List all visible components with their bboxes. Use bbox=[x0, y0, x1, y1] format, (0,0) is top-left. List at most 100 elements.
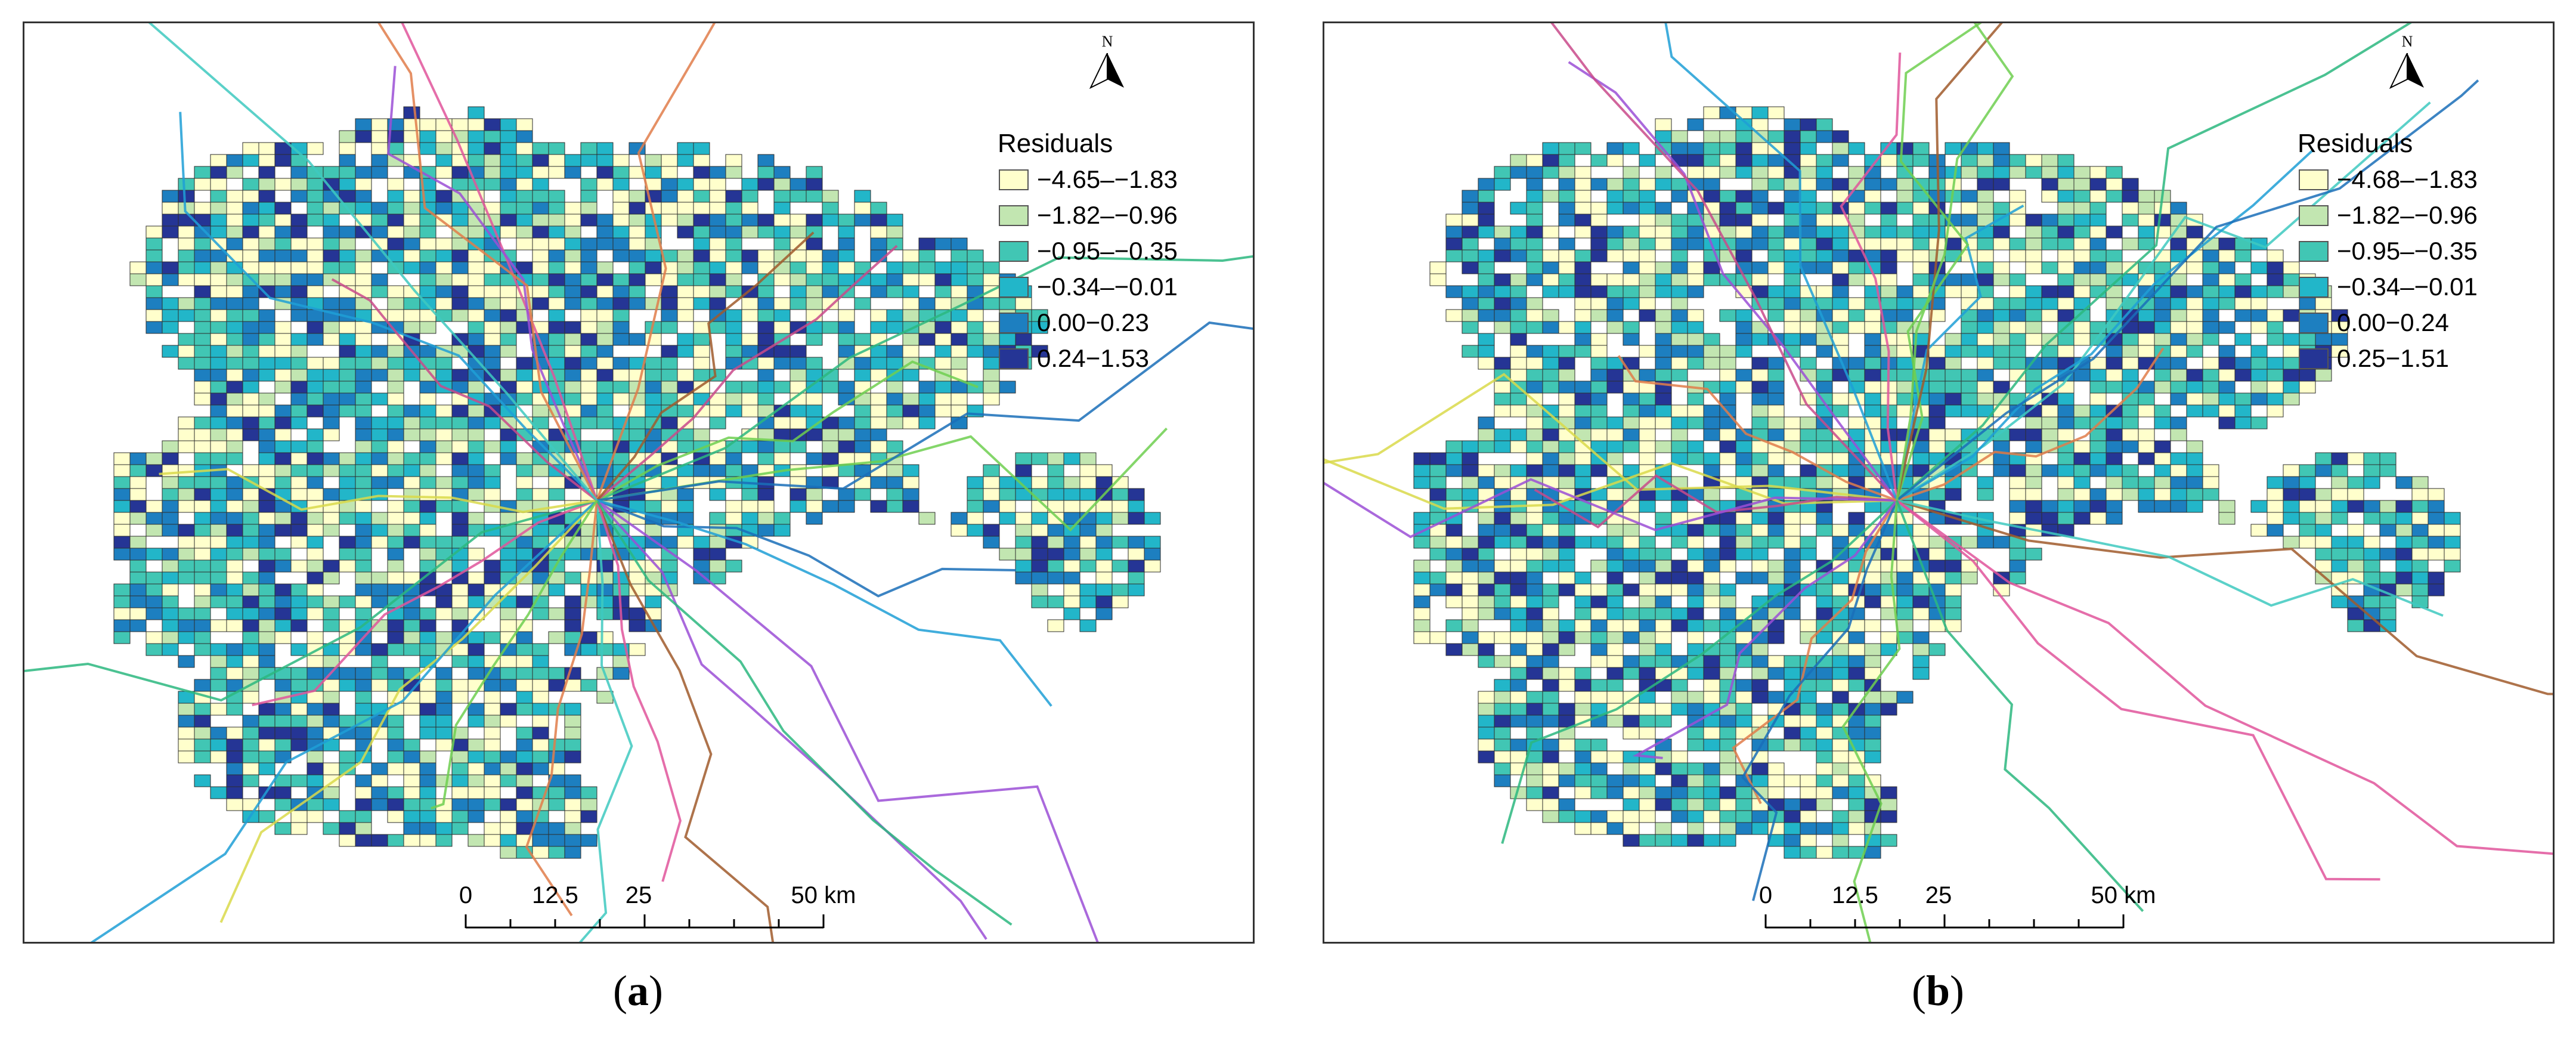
grid-cell bbox=[1735, 464, 1753, 477]
grid-cell bbox=[419, 762, 436, 775]
grid-cell bbox=[580, 178, 597, 191]
grid-cell bbox=[371, 392, 388, 406]
grid-cell bbox=[2395, 548, 2413, 561]
grid-cell bbox=[677, 249, 694, 262]
grid-cell bbox=[2379, 464, 2397, 477]
grid-cell bbox=[274, 786, 292, 799]
grid-cell bbox=[2138, 321, 2155, 334]
grid-cell bbox=[548, 333, 565, 346]
grid-cell bbox=[2025, 214, 2042, 227]
grid-cell bbox=[419, 786, 436, 799]
grid-cell bbox=[1671, 321, 1688, 334]
grid-cell bbox=[1800, 428, 1817, 441]
grid-cell bbox=[1687, 285, 1704, 298]
grid-cell bbox=[500, 190, 517, 203]
grid-cell bbox=[1526, 345, 1543, 358]
grid-cell bbox=[1977, 476, 1994, 489]
grid-cell bbox=[194, 428, 211, 441]
grid-cell bbox=[2106, 178, 2123, 191]
grid-cell bbox=[242, 321, 259, 334]
grid-cell bbox=[2106, 261, 2123, 274]
grid-cell bbox=[1928, 357, 1946, 370]
grid-cell bbox=[1993, 166, 2010, 179]
grid-cell bbox=[564, 357, 581, 370]
grid-cell bbox=[1816, 225, 1833, 239]
transit-line bbox=[1617, 355, 1897, 502]
grid-cell bbox=[1031, 476, 1048, 489]
grid-cell bbox=[1832, 237, 1849, 251]
grid-cell bbox=[2025, 464, 2042, 477]
grid-cell bbox=[1574, 202, 1592, 215]
panel-caption-b: (b) bbox=[1911, 967, 1965, 1015]
grid-cell bbox=[371, 786, 388, 799]
grid-cell bbox=[387, 643, 404, 656]
grid-cell bbox=[419, 822, 436, 835]
grid-cell bbox=[709, 214, 726, 227]
grid-cell bbox=[886, 404, 903, 418]
grid-cell bbox=[1993, 202, 2010, 215]
grid-cell bbox=[1574, 321, 1592, 334]
grid-cell bbox=[1623, 559, 1640, 573]
grid-cell bbox=[1928, 416, 1946, 429]
grid-cell bbox=[1945, 488, 1962, 501]
grid-cell bbox=[1429, 548, 1447, 561]
grid-cell bbox=[693, 202, 710, 215]
grid-cell bbox=[838, 309, 855, 322]
grid-cell bbox=[2122, 488, 2139, 501]
grid-cell bbox=[1510, 715, 1527, 728]
grid-cell bbox=[822, 249, 839, 262]
grid-cell bbox=[806, 166, 823, 179]
grid-cell bbox=[1703, 404, 1720, 418]
grid-cell bbox=[1719, 452, 1736, 465]
grid-cell bbox=[451, 476, 469, 489]
grid-cell bbox=[2025, 440, 2042, 453]
grid-cell bbox=[516, 810, 533, 823]
grid-cell bbox=[1912, 607, 1930, 620]
grid-cell bbox=[2395, 571, 2413, 585]
grid-cell bbox=[226, 333, 243, 346]
grid-cell bbox=[371, 166, 388, 179]
grid-cell bbox=[435, 715, 453, 728]
grid-cell bbox=[1928, 404, 1946, 418]
transit-line bbox=[1896, 23, 2003, 501]
grid-cell bbox=[709, 261, 726, 274]
grid-cell bbox=[1606, 607, 1624, 620]
grid-cell bbox=[1590, 333, 1608, 346]
grid-cell bbox=[194, 249, 211, 262]
grid-cell bbox=[1623, 583, 1640, 596]
grid-cell bbox=[580, 404, 597, 418]
grid-cell bbox=[548, 166, 565, 179]
grid-cell bbox=[355, 691, 372, 704]
grid-cell bbox=[532, 154, 549, 167]
grid-cell bbox=[1590, 679, 1608, 692]
grid-cell bbox=[290, 381, 308, 394]
grid-cell bbox=[387, 512, 404, 525]
grid-cell bbox=[387, 786, 404, 799]
grid-cell bbox=[403, 428, 420, 441]
grid-cell bbox=[484, 822, 501, 835]
grid-cell bbox=[1128, 488, 1145, 501]
grid-cell bbox=[967, 333, 984, 346]
grid-cell bbox=[355, 834, 372, 847]
grid-cell bbox=[1800, 440, 1817, 453]
grid-cell bbox=[548, 202, 565, 215]
grid-cell bbox=[435, 703, 453, 716]
grid-cell bbox=[1912, 249, 1930, 262]
grid-cell bbox=[306, 559, 324, 573]
grid-cell bbox=[1413, 464, 1431, 477]
grid-cell bbox=[564, 333, 581, 346]
legend-title: Residuals bbox=[998, 129, 1113, 158]
grid-cell bbox=[1558, 619, 1575, 632]
grid-cell bbox=[274, 452, 292, 465]
grid-cell bbox=[1558, 321, 1575, 334]
grid-cell bbox=[2009, 321, 2026, 334]
grid-cell bbox=[162, 345, 179, 358]
grid-cell bbox=[1848, 273, 1865, 286]
grid-cell bbox=[2009, 428, 2026, 441]
grid-cell bbox=[1111, 488, 1129, 501]
grid-cell bbox=[1526, 536, 1543, 549]
grid-cell bbox=[1445, 464, 1463, 477]
grid-cell bbox=[983, 500, 1000, 513]
grid-cell bbox=[628, 237, 646, 251]
grid-cell bbox=[934, 345, 952, 358]
